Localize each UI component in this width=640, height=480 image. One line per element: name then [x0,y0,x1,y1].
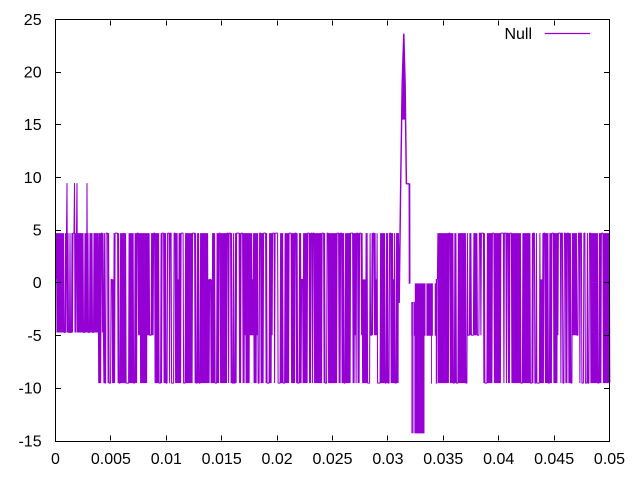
svg-text:0.045: 0.045 [534,451,574,468]
svg-text:0: 0 [51,451,60,468]
svg-text:0.04: 0.04 [483,451,514,468]
svg-text:15: 15 [24,117,42,134]
svg-text:0.03: 0.03 [372,451,403,468]
svg-text:-5: -5 [27,328,41,345]
svg-text:0.035: 0.035 [423,451,463,468]
svg-text:10: 10 [24,170,42,187]
svg-text:0.01: 0.01 [151,451,182,468]
svg-text:0.05: 0.05 [594,451,625,468]
svg-text:0: 0 [33,275,42,292]
svg-text:0.005: 0.005 [91,451,131,468]
svg-text:0.025: 0.025 [312,451,352,468]
svg-text:25: 25 [24,12,42,29]
svg-text:-10: -10 [18,381,41,398]
svg-text:0.015: 0.015 [202,451,242,468]
svg-text:0.02: 0.02 [262,451,293,468]
svg-text:Null: Null [504,26,532,43]
svg-text:-15: -15 [18,433,41,450]
svg-text:5: 5 [33,223,42,240]
svg-text:20: 20 [24,65,42,82]
